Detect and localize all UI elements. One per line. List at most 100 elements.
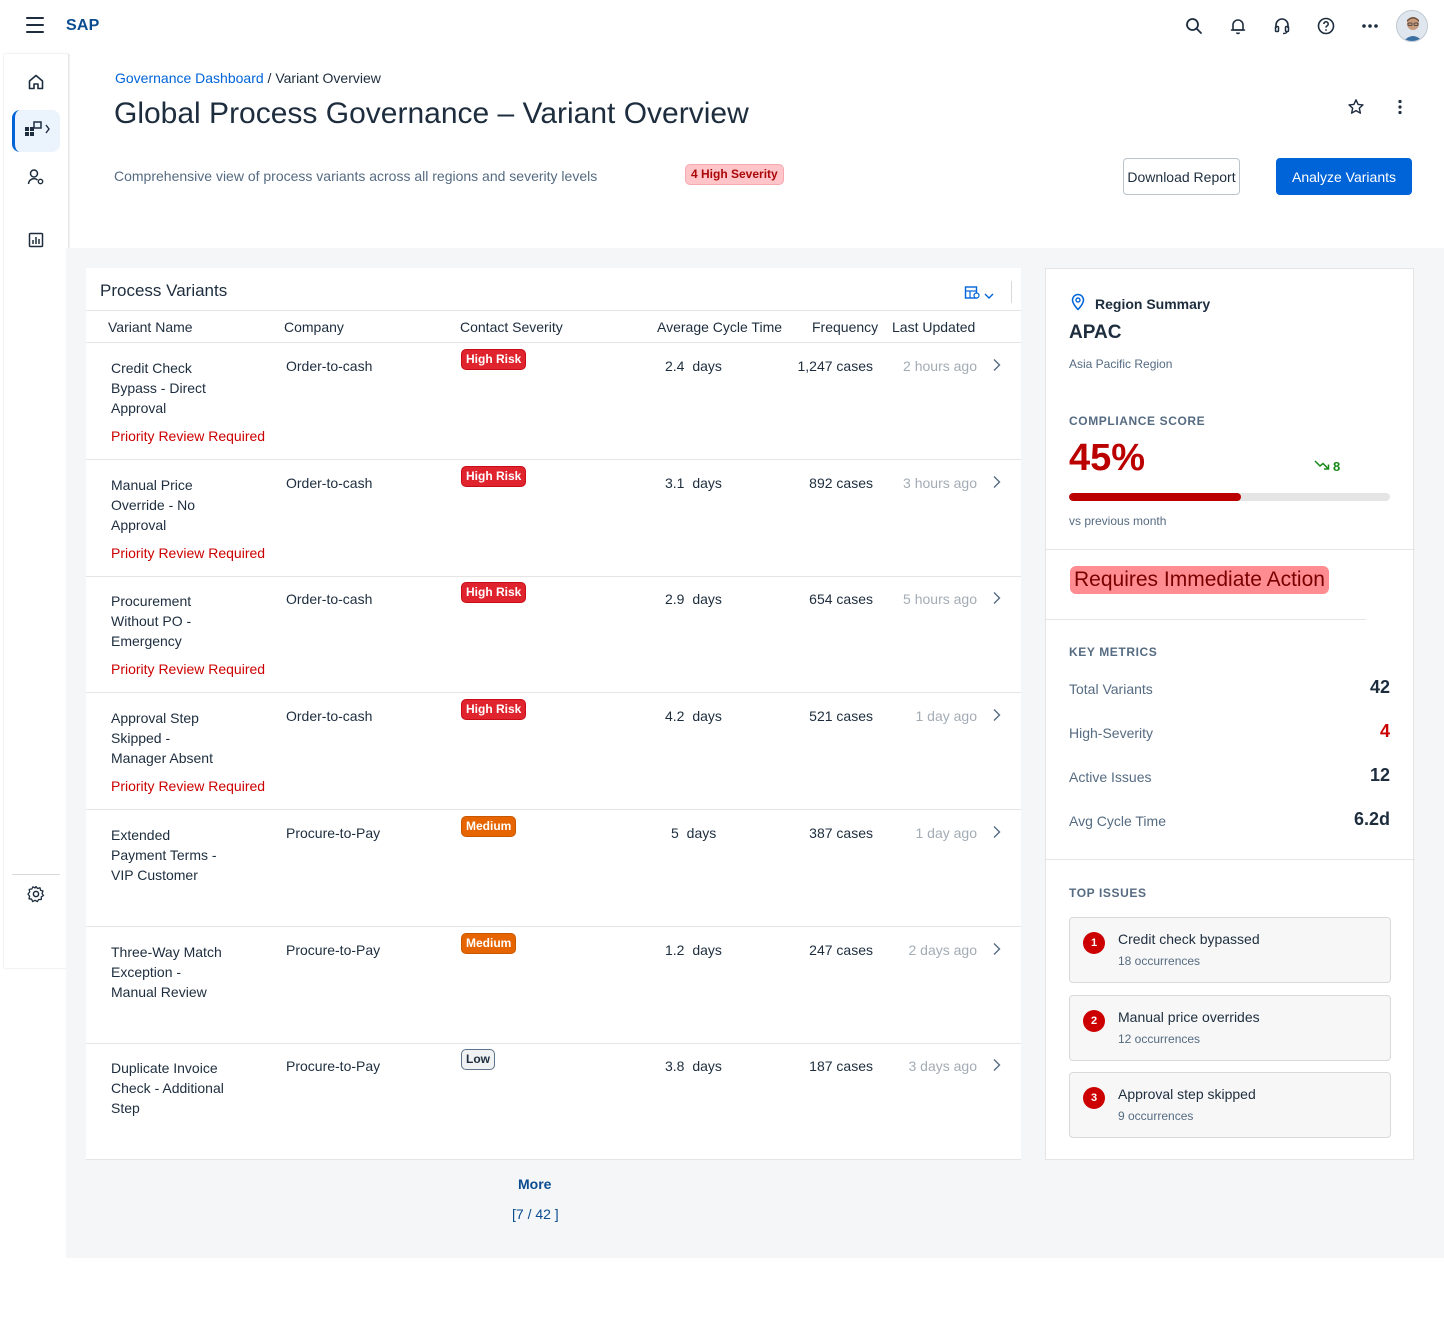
- overflow-icon[interactable]: [1359, 15, 1381, 37]
- nav-home[interactable]: [12, 63, 60, 105]
- section-divider: [1046, 549, 1415, 550]
- severity-badge: High Risk: [461, 582, 527, 603]
- menu-icon[interactable]: [26, 17, 44, 33]
- issue-title: Credit check bypassed: [1118, 931, 1260, 947]
- variant-name: Duplicate Invoice Check - Additional Ste…: [111, 1060, 224, 1116]
- cycle-time: 2.9 days: [665, 591, 722, 607]
- variant-name: Three-Way Match Exception - Manual Revie…: [111, 944, 222, 1000]
- headset-icon[interactable]: [1271, 15, 1293, 37]
- compliance-progress-fill: [1069, 493, 1241, 501]
- company: Procure-to-Pay: [286, 1058, 381, 1074]
- download-report-button[interactable]: Download Report: [1123, 158, 1240, 195]
- chevron-right-icon[interactable]: [991, 591, 1003, 605]
- trend-value: 8: [1333, 459, 1341, 474]
- chevron-right-icon[interactable]: [991, 708, 1003, 722]
- process-variants-table: Process Variants Variant Name Company Co…: [86, 268, 1021, 1160]
- issue-item[interactable]: 3 Approval step skipped 9 occurrences: [1069, 1072, 1391, 1138]
- breadcrumb-current: Variant Overview: [275, 70, 381, 86]
- metric-value: 6.2d: [1353, 809, 1390, 829]
- chevron-right-icon[interactable]: [991, 1058, 1003, 1072]
- settings-icon: [27, 885, 45, 908]
- issue-count: 18 occurrences: [1118, 954, 1201, 968]
- company: Procure-to-Pay: [286, 825, 381, 841]
- issue-title: Manual price overrides: [1118, 1009, 1260, 1025]
- column-header-company[interactable]: Company: [284, 319, 344, 335]
- frequency: 247 cases: [809, 942, 873, 958]
- chevron-right-icon[interactable]: [991, 475, 1003, 489]
- chevron-right-icon[interactable]: [991, 358, 1003, 372]
- metric-label: Total Variants: [1069, 681, 1153, 697]
- column-header-variant-name[interactable]: Variant Name: [108, 319, 193, 335]
- column-header-contact-severity[interactable]: Contact Severity: [460, 319, 563, 335]
- nav-reports[interactable]: [12, 221, 60, 263]
- priority-note: Priority Review Required: [111, 661, 266, 677]
- section-divider: [1046, 619, 1366, 620]
- table-row[interactable]: Three-Way Match Exception - Manual Revie…: [86, 927, 1021, 1044]
- help-icon[interactable]: [1315, 15, 1337, 37]
- brand-logo[interactable]: SAP: [66, 17, 100, 34]
- company: Procure-to-Pay: [286, 942, 381, 958]
- last-updated: 1 day ago: [915, 825, 978, 841]
- analyze-variants-button[interactable]: Analyze Variants: [1276, 158, 1412, 195]
- table-row[interactable]: Extended Payment Terms - VIP Customer Pr…: [86, 810, 1021, 927]
- metric-label: Active Issues: [1069, 769, 1152, 785]
- search-icon[interactable]: [1183, 15, 1205, 37]
- column-header-frequency[interactable]: Frequency: [812, 319, 879, 335]
- column-header-average-cycle-time[interactable]: Average Cycle Time: [657, 319, 783, 335]
- variant-name: Procurement Without PO - Emergency: [111, 593, 192, 649]
- nav-process-variants[interactable]: [12, 110, 60, 152]
- more-vertical-icon[interactable]: [1389, 96, 1411, 118]
- bell-icon[interactable]: [1227, 15, 1249, 37]
- variant-name: Extended Payment Terms - VIP Customer: [111, 827, 217, 883]
- metric-value: 42: [1369, 677, 1390, 697]
- frequency: 654 cases: [809, 591, 873, 607]
- table-row[interactable]: Manual Price Override - No Approval Prio…: [86, 460, 1021, 577]
- process-icon: [24, 120, 52, 142]
- company: Order-to-cash: [286, 475, 373, 491]
- metric-total-variants: Total Variants 42: [1069, 677, 1390, 701]
- priority-note: Priority Review Required: [111, 545, 266, 561]
- table-row[interactable]: Credit Check Bypass - Direct Approval Pr…: [86, 343, 1021, 460]
- company: Order-to-cash: [286, 591, 373, 607]
- cycle-time: 4.2 days: [665, 708, 722, 724]
- issue-item[interactable]: 1 Credit check bypassed 18 occurrences: [1069, 917, 1391, 983]
- compliance-score-label: COMPLIANCE SCORE: [1069, 414, 1206, 428]
- region-summary-title: Region Summary: [1095, 295, 1211, 312]
- metric-high-severity: High-Severity 4: [1069, 721, 1390, 745]
- top-issues-label: TOP ISSUES: [1069, 886, 1147, 900]
- table-row[interactable]: Approval Step Skipped - Manager Absent P…: [86, 693, 1021, 810]
- priority-note: Priority Review Required: [111, 778, 266, 794]
- side-navigation: [4, 54, 69, 968]
- metric-label: High-Severity: [1069, 725, 1154, 741]
- user-settings-icon: [27, 168, 45, 191]
- frequency: 892 cases: [809, 475, 873, 491]
- table-row[interactable]: Duplicate Invoice Check - Additional Ste…: [86, 1043, 1021, 1160]
- compliance-score: 45%: [1069, 437, 1146, 479]
- chevron-right-icon[interactable]: [991, 942, 1003, 956]
- cycle-time: 1.2 days: [665, 942, 722, 958]
- issue-item[interactable]: 2 Manual price overrides 12 occurrences: [1069, 995, 1391, 1061]
- nav-user-settings[interactable]: [12, 158, 60, 200]
- issue-rank: 3: [1083, 1087, 1105, 1109]
- chevron-right-icon[interactable]: [991, 825, 1003, 839]
- breadcrumb-link-governance-dashboard[interactable]: Governance Dashboard: [115, 70, 264, 86]
- variant-name: Manual Price Override - No Approval: [111, 477, 196, 533]
- last-updated: 5 hours ago: [903, 591, 977, 607]
- star-icon[interactable]: [1345, 96, 1367, 118]
- last-updated: 3 days ago: [908, 1058, 978, 1074]
- last-updated: 3 hours ago: [903, 475, 977, 491]
- metric-value: 12: [1369, 765, 1390, 785]
- trend-down-icon: [1314, 459, 1330, 474]
- comparison-note: vs previous month: [1069, 514, 1167, 528]
- avatar[interactable]: [1396, 10, 1428, 42]
- nav-settings[interactable]: [12, 875, 60, 917]
- more-button[interactable]: More: [518, 1176, 552, 1192]
- page-title: Global Process Governance – Variant Over…: [114, 97, 749, 130]
- issue-count: 12 occurrences: [1118, 1032, 1201, 1046]
- column-header-last-updated[interactable]: Last Updated: [892, 319, 976, 335]
- table-row[interactable]: Procurement Without PO - Emergency Prior…: [86, 576, 1021, 693]
- frequency: 387 cases: [809, 825, 873, 841]
- table-settings-button[interactable]: [964, 284, 994, 305]
- issue-rank: 1: [1083, 932, 1105, 954]
- page-subtitle: Comprehensive view of process variants a…: [114, 168, 598, 184]
